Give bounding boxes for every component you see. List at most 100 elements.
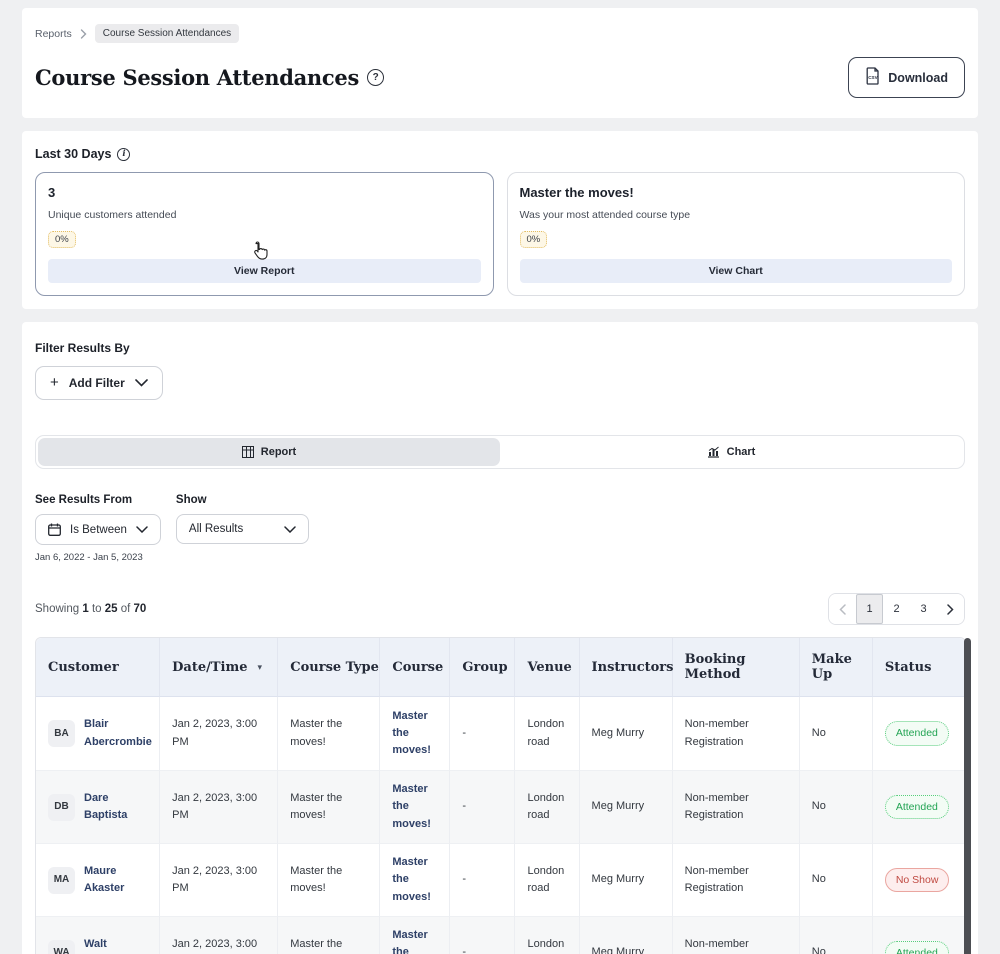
page-button-3[interactable]: 3	[910, 594, 937, 624]
chart-icon	[707, 446, 719, 458]
booking-method-cell: Non-member Registration	[671, 770, 799, 843]
chevron-down-icon	[284, 525, 296, 533]
col-course-type[interactable]: Course Type	[277, 638, 380, 697]
venue-cell: London road	[514, 770, 579, 843]
download-button-label: Download	[888, 70, 948, 85]
course-cell: Master the moves!	[379, 843, 450, 916]
card-subtext: Unique customers attended	[48, 209, 177, 221]
col-customer[interactable]: Customer	[36, 638, 160, 697]
status-cell: Attended	[871, 916, 965, 954]
breadcrumb-reports-link[interactable]: Reports	[35, 27, 72, 40]
customer-cell: MA Maure Akaster	[36, 843, 160, 916]
page-title-text: Course Session Attendances	[35, 65, 359, 90]
col-course[interactable]: Course	[379, 638, 450, 697]
datetime-cell: Jan 2, 2023, 3:00 PM	[159, 843, 278, 916]
customer-link[interactable]: Dare Baptista	[84, 791, 128, 821]
table-scrollbar[interactable]	[964, 638, 971, 954]
make-up-cell: No	[798, 770, 872, 843]
date-filter-dropdown[interactable]: Is Between	[35, 514, 161, 545]
summary-section-title: Last 30 Days i	[35, 144, 965, 172]
result-filters: See Results From Is Between Jan 6, 2022 …	[35, 494, 965, 563]
customer-cell: WA Walt Ainscough	[36, 916, 160, 954]
course-link[interactable]: Master the moves!	[392, 929, 428, 954]
info-icon[interactable]: i	[117, 147, 131, 161]
course-link[interactable]: Master the moves!	[392, 856, 431, 903]
percent-badge: 0%	[48, 231, 76, 248]
group-cell: -	[449, 843, 515, 916]
card-subtext: Was your most attended course type	[519, 209, 691, 221]
instructors-cell: Meg Murry	[578, 916, 672, 954]
prev-page-button[interactable]	[829, 594, 856, 624]
view-report-button[interactable]: View Report	[48, 259, 481, 283]
download-button[interactable]: CSV Download	[848, 57, 965, 98]
show-dropdown[interactable]: All Results	[175, 514, 309, 544]
datetime-cell: Jan 2, 2023, 3:00 PM	[159, 697, 277, 770]
status-cell: Attended	[871, 770, 965, 843]
pagination: 1 2 3	[828, 593, 965, 625]
col-status[interactable]: Status	[871, 638, 965, 697]
instructors-cell: Meg Murry	[578, 843, 672, 916]
col-group[interactable]: Group	[449, 638, 515, 697]
customer-link[interactable]: Maure Akaster	[84, 864, 125, 894]
help-icon[interactable]: ?	[366, 69, 384, 86]
table-icon	[241, 446, 254, 458]
tab-report-label: Report	[260, 446, 297, 458]
view-chart-button[interactable]: View Chart	[519, 259, 952, 283]
customer-link[interactable]: Walt Ainscough	[84, 937, 107, 950]
add-filter-label: Add Filter	[68, 376, 125, 390]
date-range-text: Jan 6, 2022 - Jan 5, 2023	[35, 552, 143, 563]
course-cell: Master the moves!	[379, 916, 450, 954]
tab-chart[interactable]: Chart	[500, 438, 962, 466]
datetime-cell: Jan 2, 2023, 3:00 PM	[159, 770, 278, 843]
card-headline: Master the moves!	[519, 185, 634, 200]
page-button-2[interactable]: 2	[883, 594, 910, 624]
filter-results-by-label: Filter Results By	[35, 341, 130, 355]
col-venue[interactable]: Venue	[514, 638, 579, 697]
chevron-right-icon	[80, 28, 87, 39]
csv-file-icon: CSV	[865, 67, 880, 88]
page-button-1[interactable]: 1	[856, 594, 883, 624]
group-cell: -	[449, 770, 515, 843]
results-bar: Showing 1 to 25 of 70 1 2 3	[35, 593, 965, 625]
summary-card-top-course: Master the moves! Was your most attended…	[506, 172, 965, 296]
customer-link[interactable]: Blair Abercrombie	[84, 718, 152, 748]
showing-from: 1	[82, 603, 89, 615]
col-instructors[interactable]: Instructors	[578, 638, 673, 697]
make-up-cell: No	[798, 843, 872, 916]
table-row: MA Maure Akaster Jan 2, 2023, 3:00 PM Ma…	[36, 843, 965, 916]
venue-cell: London road	[514, 916, 579, 954]
show-group: Show All Results	[175, 494, 309, 563]
chevron-down-icon	[136, 526, 148, 533]
make-up-cell: No	[798, 697, 872, 770]
course-type-cell: Master the moves!	[277, 916, 380, 954]
breadcrumb-current: Course Session Attendances	[94, 24, 240, 43]
chevron-left-icon	[839, 603, 846, 615]
col-datetime[interactable]: Date/Time ▾	[159, 638, 278, 697]
status-badge: Attended	[884, 940, 949, 954]
table-row: BA Blair Abercrombie Jan 2, 2023, 3:00 P…	[36, 697, 965, 770]
percent-badge: 0%	[519, 231, 548, 248]
attendance-table: Customer Date/Time ▾ Course Type Course G…	[35, 637, 966, 954]
make-up-cell: No	[798, 916, 872, 954]
course-link[interactable]: Master the moves!	[392, 709, 431, 757]
add-filter-button[interactable]: + Add Filter	[35, 366, 163, 400]
table-body: BA Blair Abercrombie Jan 2, 2023, 3:00 P…	[36, 697, 965, 954]
venue-cell: London road	[514, 843, 579, 916]
summary-panel: Last 30 Days i 3 Unique customers attend…	[22, 131, 978, 309]
venue-cell: London road	[514, 697, 578, 770]
next-page-button[interactable]	[937, 594, 964, 624]
datetime-cell: Jan 2, 2023, 3:00 PM	[159, 916, 278, 954]
tab-report[interactable]: Report	[38, 438, 500, 466]
showing-prefix: Showing	[35, 603, 80, 615]
avatar: DB	[48, 793, 75, 821]
see-results-from-group: See Results From Is Between Jan 6, 2022 …	[35, 494, 161, 563]
col-booking-method[interactable]: Booking Method	[671, 638, 799, 697]
showing-to: 25	[104, 603, 118, 615]
status-cell: No Show	[871, 843, 965, 916]
page-title: Course Session Attendances ?	[35, 65, 384, 90]
table-row: DB Dare Baptista Jan 2, 2023, 3:00 PM Ma…	[36, 770, 965, 843]
attendance-table-wrap: Customer Date/Time ▾ Course Type Course G…	[35, 637, 971, 954]
customer-cell: BA Blair Abercrombie	[36, 697, 159, 770]
course-link[interactable]: Master the moves!	[392, 783, 431, 830]
col-make-up[interactable]: Make Up	[798, 638, 872, 697]
